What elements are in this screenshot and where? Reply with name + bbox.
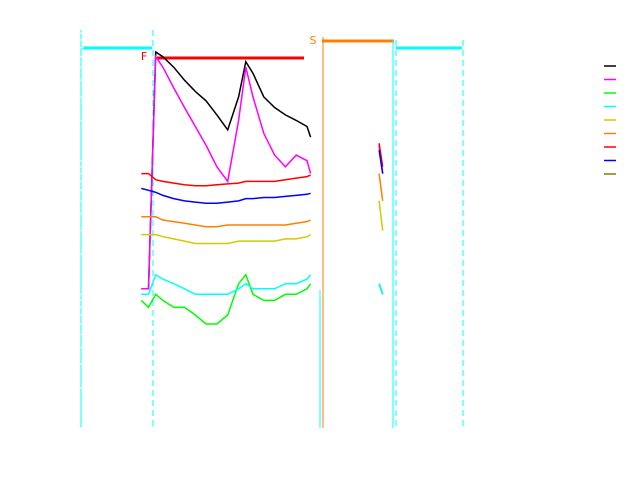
series-line [141,173,384,228]
y-tick-label: 10 [59,287,76,302]
x-tick-label: 20:15 [245,438,282,453]
legend-label: 12 - 25 keV [524,86,598,101]
legend-label: 100 - 300 keV [507,126,598,141]
x-tick-label: 20:00 [191,438,228,453]
x-tick-label: 19:30 [83,438,120,453]
state-bars [80,30,464,428]
footer: 22-Oct-2021 13:21 [560,466,636,475]
legend-title: Att 0 [567,40,598,55]
x-tick-label: 20:30 [299,438,336,453]
legend-label: 25 - 50 keV [524,99,598,114]
series-line [141,200,384,245]
series-line [141,273,384,296]
flag-label: F [141,50,147,63]
x-axis-label: Start Time (17-Nov-11 19:26:22) [170,456,382,471]
plot-frame [79,26,481,429]
legend-label: 3 - 6 keV [540,59,598,74]
legend-label: 7000 - 15000 keV [483,167,599,182]
series-line [141,143,384,187]
y-tick-label: 1000 [43,20,76,35]
x-tick-label: 21:00 [407,438,444,453]
legend-label: 800 - 7000 keV [499,153,598,168]
legend-label: 300 - 800 keV [507,140,598,155]
legend-label: 6 - 12 keV [532,72,598,87]
chart-title: RHESSI Observing Summary Count Rates, Co… [84,2,477,20]
y-tick-label: 1 [68,421,76,436]
legend-label: 50 - 100 keV [516,113,599,128]
y-tick-label: 100 [51,153,76,168]
legend-title: Det 1,3,4,5,6,9, [502,27,604,42]
x-tick-label: 19:45 [137,438,174,453]
x-tick-label: 20:45 [353,438,390,453]
y-axis-label: Corrected Count Rate (s⁻¹ detector⁻¹) [23,106,38,351]
flag-label: S [310,34,317,47]
series-line [141,149,384,205]
